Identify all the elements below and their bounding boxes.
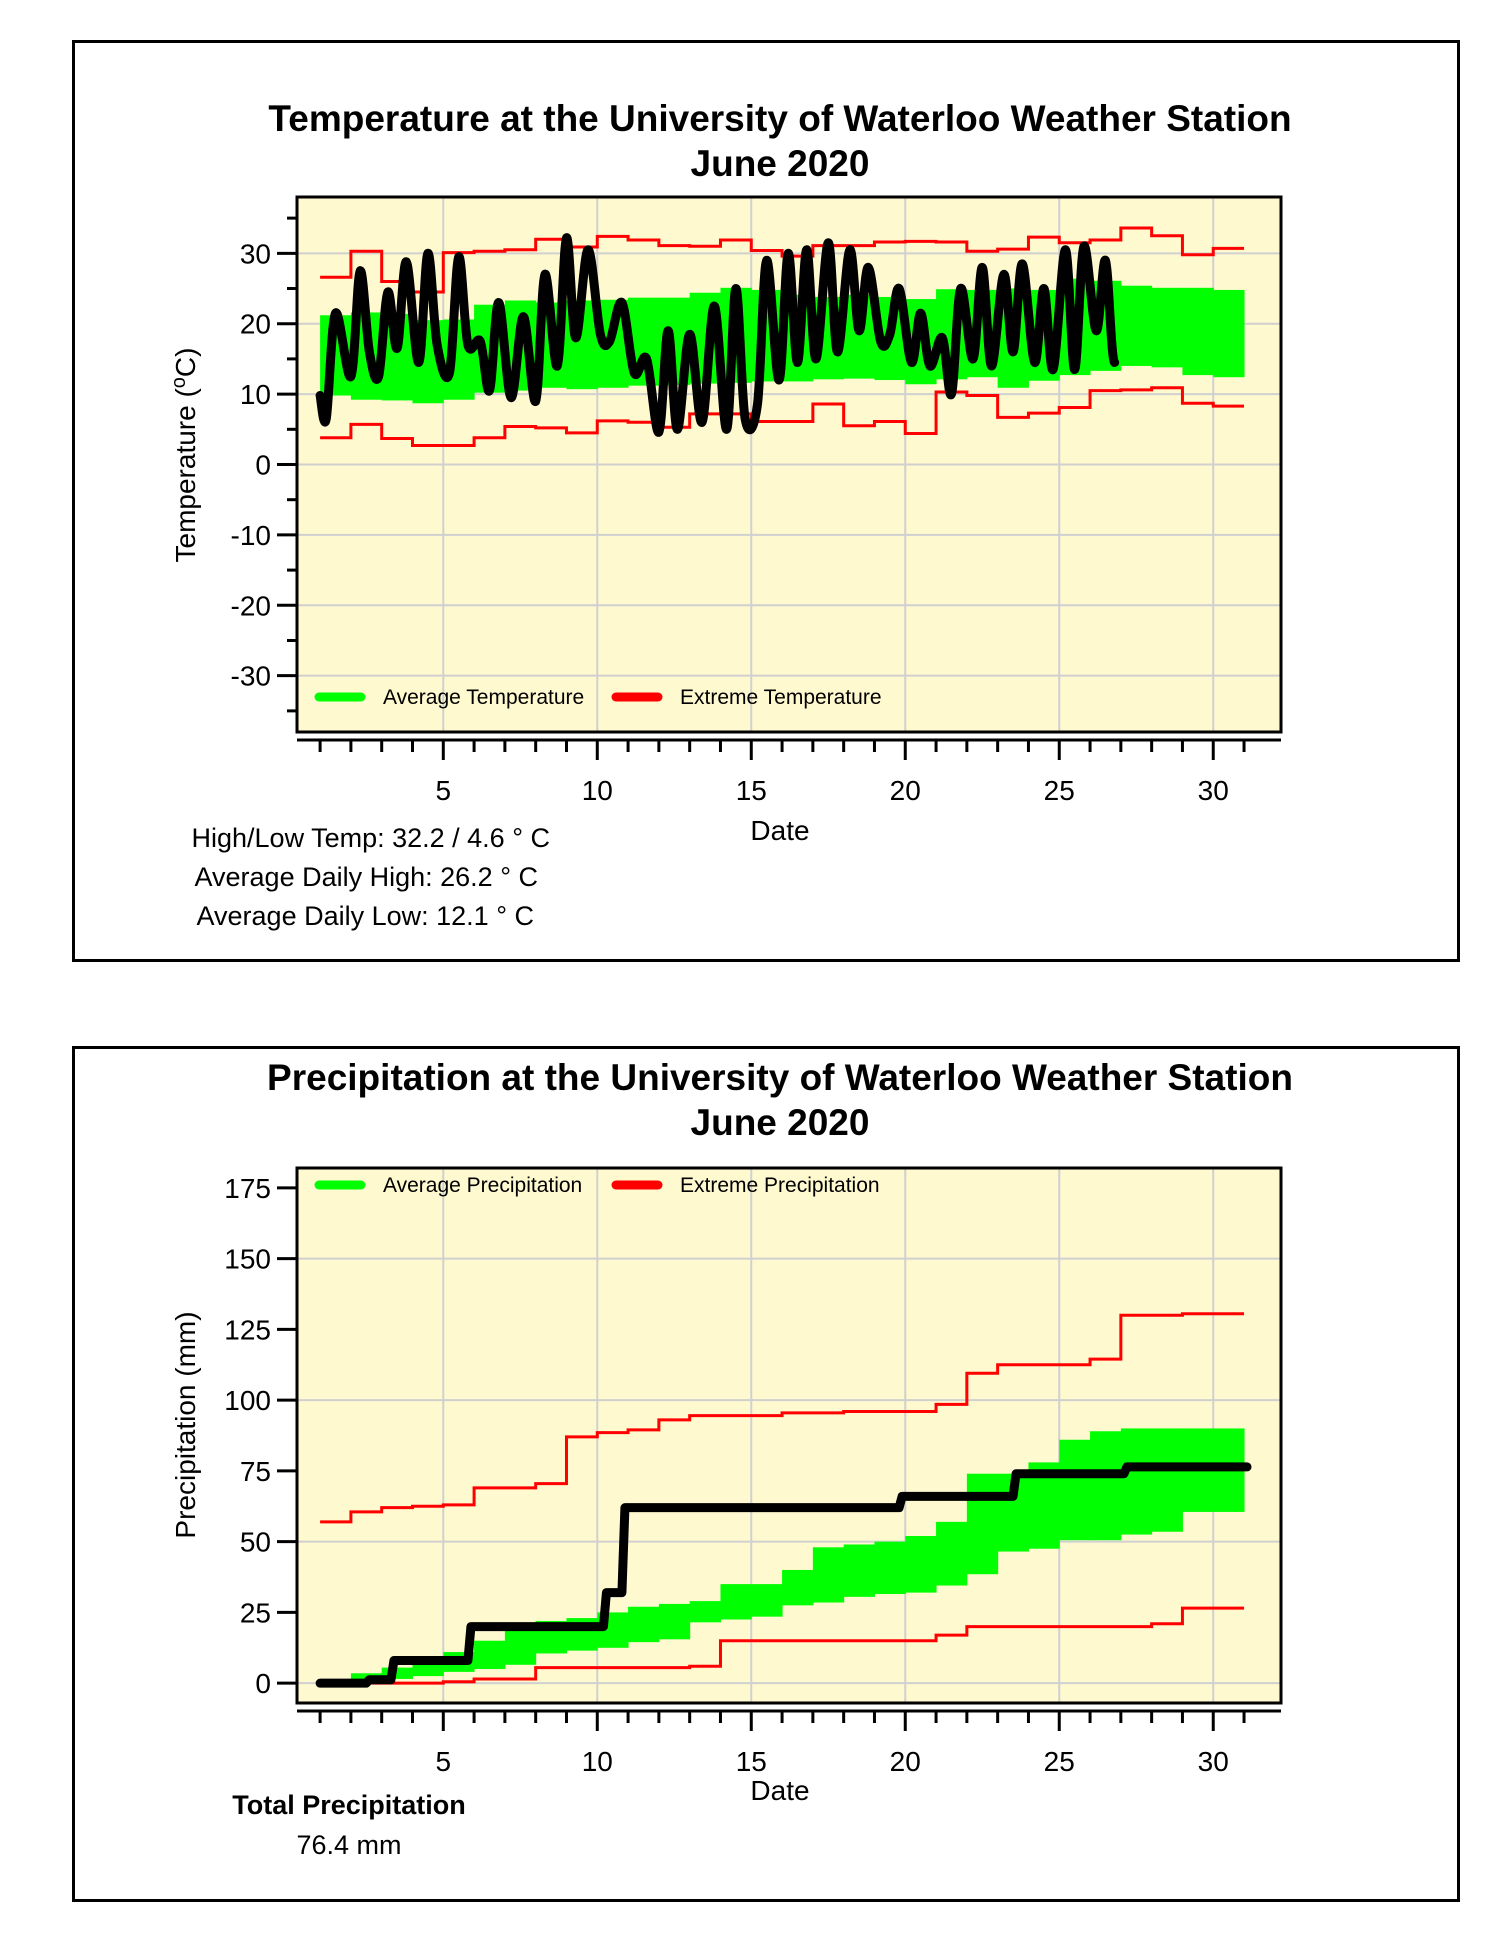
precipitation-x-tick-label: 15 — [736, 1746, 767, 1777]
temperature-average-band-day-29 — [1182, 287, 1214, 376]
temperature-average-band-day-30 — [1213, 289, 1245, 378]
precipitation-y-tick-label: 25 — [240, 1597, 271, 1628]
precipitation-plot-border — [295, 1166, 1283, 1705]
precipitation-plot-area: 0 25 50 75 100 125 150 175 5 10 15 20 25 30 Average Pr… — [224, 1166, 1283, 1777]
temperature-y-tick-label: -20 — [231, 590, 271, 621]
precipitation-average-band-day-3 — [381, 1667, 413, 1679]
precipitation-x-axis-label: Date — [750, 1775, 809, 1806]
precipitation-series-group — [315, 1312, 1252, 1688]
average-daily-high-stat: Average Daily High: 26.2 ° C — [195, 862, 538, 892]
temperature-y-tick-label: 10 — [240, 379, 271, 410]
temperature-y-axis-label-degree: o — [168, 377, 190, 388]
precipitation-average-band-day-13 — [689, 1601, 721, 1623]
precipitation-y-axis-label: Precipitation (mm) — [170, 1311, 201, 1538]
temperature-extreme-line — [320, 226, 1245, 294]
precipitation-legend-average-label: Average Precipitation — [383, 1174, 582, 1197]
precipitation-extreme-line — [320, 1606, 1245, 1685]
precipitation-average-band-day-7 — [504, 1629, 537, 1665]
temperature-y-tick-label: 30 — [240, 238, 271, 269]
precipitation-average-band-day-17 — [812, 1547, 845, 1603]
temperature-chart-title: Temperature at the University of Waterlo… — [268, 98, 1291, 139]
temperature-plot-area: -30 -20 -10 0 10 20 30 5 10 15 20 25 30 Average Tempe… — [231, 195, 1283, 806]
precipitation-y-tick-label: 150 — [224, 1244, 271, 1275]
precipitation-extreme-line — [320, 1312, 1245, 1524]
temperature-y-axis-label-main: Temperature ( — [170, 388, 201, 563]
precipitation-chart-title: Precipitation at the University of Water… — [267, 1057, 1293, 1098]
precipitation-average-band-day-19 — [874, 1541, 906, 1595]
precipitation-average-band-day-11 — [628, 1606, 660, 1643]
temperature-x-tick-label: 30 — [1198, 775, 1229, 806]
precipitation-average-band-day-22 — [966, 1473, 999, 1575]
precipitation-y-tick-label: 50 — [240, 1527, 271, 1558]
precipitation-observed-line — [315, 1462, 1252, 1688]
temperature-extreme-line — [320, 386, 1245, 447]
temperature-y-tick-label: 0 — [255, 450, 271, 481]
average-daily-low-stat: Average Daily Low: 12.1 ° C — [197, 901, 534, 931]
precipitation-average-band-day-27 — [1120, 1428, 1153, 1535]
temperature-y-tick-label: -30 — [231, 661, 271, 692]
precipitation-x-tick-label: 10 — [582, 1746, 613, 1777]
precipitation-average-band-day-20 — [905, 1535, 937, 1593]
precipitation-y-tick-label: 75 — [240, 1456, 271, 1487]
precipitation-average-band-day-12 — [658, 1603, 691, 1640]
precipitation-average-band-day-28 — [1151, 1428, 1183, 1532]
precipitation-average-band-day-21 — [936, 1521, 968, 1586]
precipitation-chart: Precipitation at the University of Water… — [170, 1057, 1293, 1860]
temperature-observed-line — [315, 233, 1120, 437]
precipitation-y-tick-label: 0 — [255, 1668, 271, 1699]
temperature-x-tick-label: 10 — [582, 775, 613, 806]
precipitation-x-tick-label: 20 — [890, 1746, 921, 1777]
temperature-x-axis-label: Date — [750, 815, 809, 846]
precipitation-x-tick-label: 25 — [1044, 1746, 1075, 1777]
total-precipitation-value: 76.4 mm — [296, 1830, 401, 1860]
temperature-chart: Temperature at the University of Waterlo… — [168, 98, 1292, 931]
temperature-y-axis-label: Temperature (oC) — [168, 348, 201, 563]
precipitation-chart-subtitle: June 2020 — [691, 1102, 870, 1143]
temperature-y-tick-label: -10 — [231, 520, 271, 551]
temperature-series-group — [315, 226, 1245, 447]
temperature-x-tick-label: 15 — [736, 775, 767, 806]
precipitation-y-tick-label: 175 — [224, 1173, 271, 1204]
temperature-average-band-day-28 — [1151, 287, 1183, 368]
precipitation-average-band-day-15 — [751, 1584, 783, 1617]
temperature-chart-subtitle: June 2020 — [691, 143, 870, 184]
precipitation-average-band-day-6 — [474, 1640, 506, 1670]
total-precipitation-label: Total Precipitation — [232, 1790, 466, 1820]
temperature-x-tick-label: 20 — [890, 775, 921, 806]
precipitation-average-band-day-18 — [843, 1544, 875, 1597]
temperature-x-tick-label: 25 — [1044, 775, 1075, 806]
precipitation-y-tick-label: 100 — [224, 1385, 271, 1416]
precipitation-y-tick-label: 125 — [224, 1314, 271, 1345]
precipitation-average-band-day-25 — [1059, 1439, 1091, 1541]
temperature-legend-extreme-label: Extreme Temperature — [680, 686, 882, 709]
temperature-legend-average-label: Average Temperature — [383, 686, 584, 709]
precipitation-average-band-day-14 — [720, 1584, 752, 1620]
temperature-y-tick-label: 20 — [240, 309, 271, 340]
precipitation-x-tick-label: 5 — [436, 1746, 452, 1777]
precipitation-average-band-day-26 — [1090, 1431, 1122, 1541]
precipitation-legend-extreme-label: Extreme Precipitation — [680, 1174, 880, 1197]
high-low-temp-stat: High/Low Temp: 32.2 / 4.6 ° C — [192, 823, 551, 853]
precipitation-x-tick-label: 30 — [1198, 1746, 1229, 1777]
temperature-y-axis-label-unit: C) — [170, 348, 201, 378]
precipitation-average-band-day-16 — [782, 1569, 814, 1606]
temperature-average-band-day-27 — [1120, 285, 1153, 366]
temperature-x-tick-label: 5 — [436, 775, 452, 806]
